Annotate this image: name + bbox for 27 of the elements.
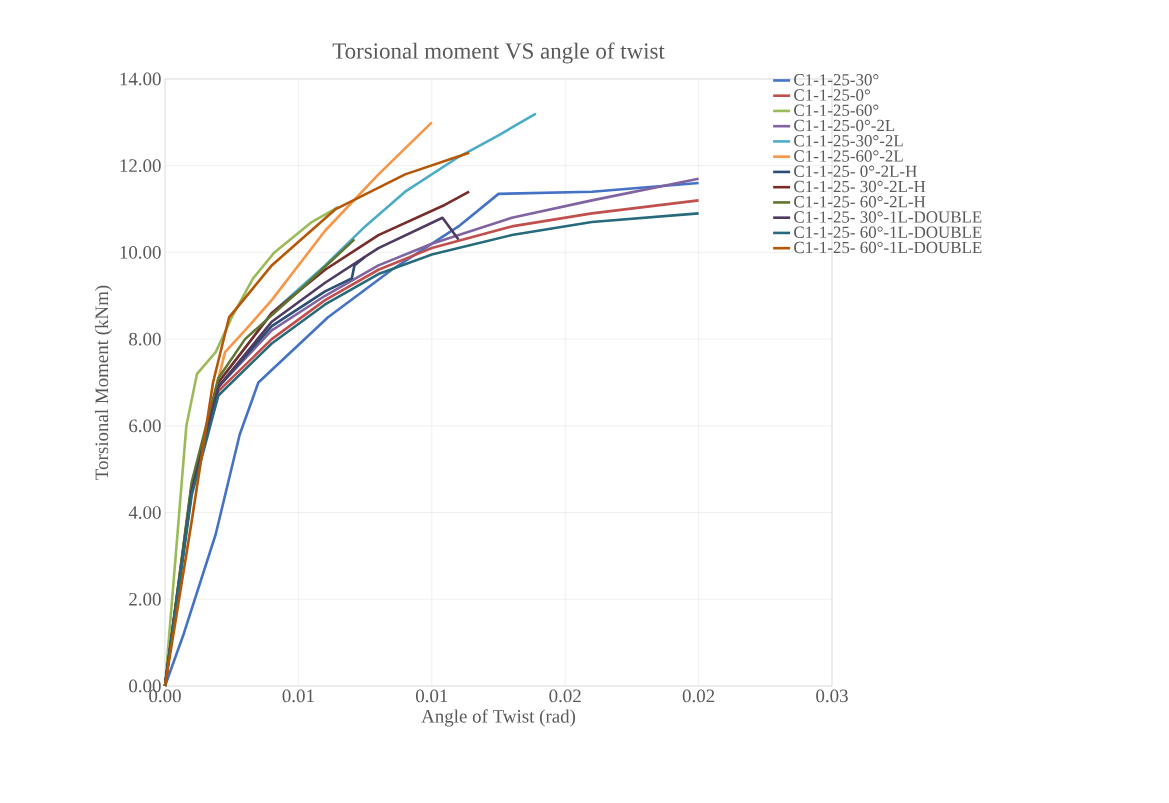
x-tick-label: 0.01 xyxy=(282,689,314,703)
legend-label: C1-1-25-30° xyxy=(794,74,879,86)
x-tick-label: 0.02 xyxy=(549,689,581,703)
legend-label: C1-1-25-60° xyxy=(794,104,879,116)
legend-label: C1-1-25- 60°-2L-H xyxy=(794,196,926,208)
legend-label: C1-1-25- 30°-1L-DOUBLE xyxy=(794,211,982,223)
x-axis-title: Angle of Twist (rad) xyxy=(421,709,576,727)
legend-label: C1-1-25-30°-2L xyxy=(794,135,903,147)
x-tick-label: 0.03 xyxy=(816,689,848,703)
x-tick-label: 0.02 xyxy=(682,689,715,703)
y-tick-label: 12.00 xyxy=(120,159,161,173)
y-tick-label: 6.00 xyxy=(129,419,161,433)
y-tick-label: 8.00 xyxy=(129,332,161,346)
legend-label: C1-1-25- 0°-2L-H xyxy=(794,165,917,177)
legend-label: C1-1-25-0°-2L xyxy=(794,119,895,132)
x-tick-label: 0.01 xyxy=(415,689,448,703)
y-tick-label: 10.00 xyxy=(120,245,161,259)
y-tick-label: 2.00 xyxy=(129,592,161,606)
chart-title: Torsional moment VS angle of twist xyxy=(332,42,665,64)
y-tick-label: 4.00 xyxy=(128,506,161,519)
y-axis-title: Torsional Moment (kNm) xyxy=(94,285,113,480)
legend-label: C1-1-25-0° xyxy=(794,89,870,101)
legend-label: C1-1-25- 60°-1L-DOUBLE xyxy=(794,226,982,238)
legend-label: C1-1-25- 30°-2L-H xyxy=(794,180,926,193)
y-tick-label: 14.00 xyxy=(120,72,161,86)
legend-label: C1-1-25- 60°-1L-DOUBLE xyxy=(794,241,982,254)
legend-label: C1-1-25-60°-2L xyxy=(794,150,903,162)
